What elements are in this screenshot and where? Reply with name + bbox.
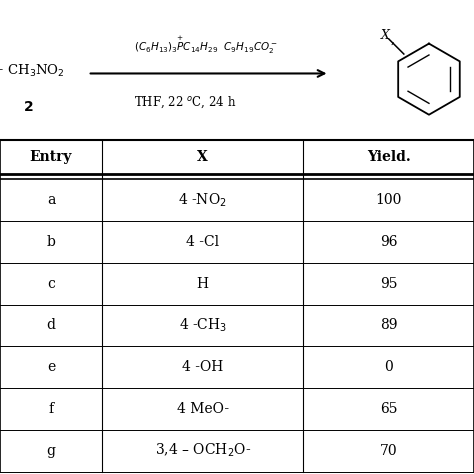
Text: 89: 89: [380, 319, 397, 332]
Text: 4 -Cl: 4 -Cl: [186, 235, 219, 249]
Text: THF, 22 $^o$C, 24 h: THF, 22 $^o$C, 24 h: [134, 94, 236, 109]
Text: $\mathbf{2}$: $\mathbf{2}$: [23, 100, 34, 114]
Text: $(C_6H_{13})_3\overset{+}{P}C_{14}H_{29}$  $C_9H_{19}CO_2^-$: $(C_6H_{13})_3\overset{+}{P}C_{14}H_{29}…: [134, 34, 278, 56]
Text: ,: ,: [390, 32, 394, 46]
Text: H: H: [197, 277, 209, 291]
Text: f: f: [48, 402, 54, 416]
Text: X: X: [381, 29, 390, 42]
Text: 4 -CH$_3$: 4 -CH$_3$: [179, 317, 227, 334]
Text: 4 MeO-: 4 MeO-: [177, 402, 228, 416]
Text: 100: 100: [375, 193, 402, 207]
Text: e: e: [47, 360, 55, 374]
Text: d: d: [46, 319, 55, 332]
Text: 65: 65: [380, 402, 397, 416]
Text: Entry: Entry: [30, 150, 72, 164]
Text: b: b: [46, 235, 55, 249]
Text: g: g: [46, 444, 55, 458]
Text: 70: 70: [380, 444, 398, 458]
Text: 0: 0: [384, 360, 393, 374]
Text: 96: 96: [380, 235, 397, 249]
Text: Yield.: Yield.: [367, 150, 410, 164]
Text: + CH$_3$NO$_2$: + CH$_3$NO$_2$: [0, 63, 65, 79]
Text: 4 -NO$_2$: 4 -NO$_2$: [178, 191, 227, 209]
Text: c: c: [47, 277, 55, 291]
Text: a: a: [47, 193, 55, 207]
Text: 95: 95: [380, 277, 397, 291]
Text: 3,4 – OCH$_2$O-: 3,4 – OCH$_2$O-: [155, 442, 251, 459]
Text: X: X: [197, 150, 208, 164]
Text: 4 -OH: 4 -OH: [182, 360, 223, 374]
